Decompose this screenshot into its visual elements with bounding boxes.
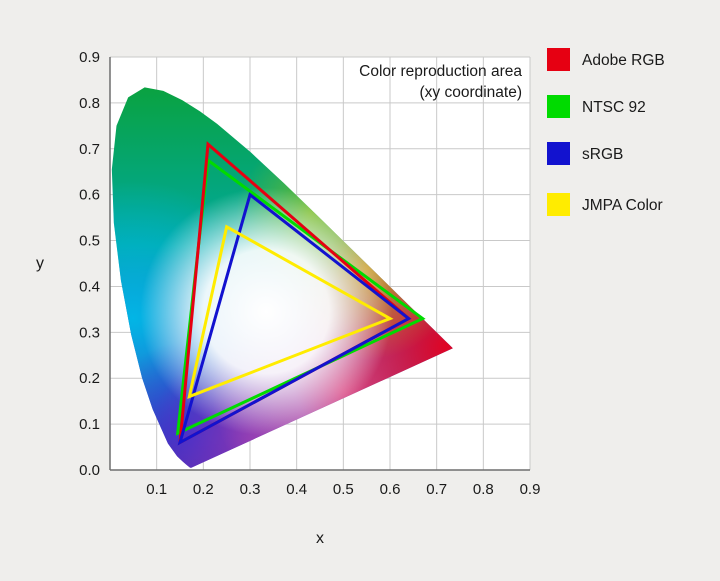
legend-label-ntsc-92: NTSC 92 <box>582 99 646 116</box>
y-tick-label: 0.1 <box>79 416 100 433</box>
x-tick-label: 0.3 <box>240 481 261 498</box>
x-tick-label: 0.9 <box>520 481 541 498</box>
chart-subtitle: (xy coordinate) <box>419 84 522 101</box>
legend-item-ntsc-92: NTSC 92 <box>547 95 646 118</box>
legend-swatch-jmpa-color <box>547 193 570 216</box>
y-tick-label: 0.4 <box>79 278 100 295</box>
legend-item-adobe-rgb: Adobe RGB <box>547 48 665 71</box>
x-tick-label: 0.2 <box>193 481 214 498</box>
gamut-triangles <box>178 144 423 442</box>
y-tick-label: 0.6 <box>79 187 100 204</box>
legend-swatch-ntsc-92 <box>547 95 570 118</box>
x-tick-label: 0.1 <box>146 481 167 498</box>
chart-title: Color reproduction area <box>359 63 522 80</box>
y-tick-label: 0.9 <box>79 49 100 66</box>
y-axis-tick-labels: 0.0 0.1 0.2 0.3 0.4 0.5 0.6 0.7 0.8 0.9 <box>79 49 100 479</box>
y-tick-label: 0.0 <box>79 462 100 479</box>
chromaticity-space <box>0 57 605 543</box>
legend-swatch-srgb <box>547 142 570 165</box>
x-tick-label: 0.8 <box>473 481 494 498</box>
y-tick-label: 0.3 <box>79 324 100 341</box>
x-tick-label: 0.7 <box>426 481 447 498</box>
y-tick-label: 0.5 <box>79 233 100 250</box>
legend-label-adobe-rgb: Adobe RGB <box>582 52 665 69</box>
legend-swatch-adobe-rgb <box>547 48 570 71</box>
x-tick-label: 0.4 <box>286 481 307 498</box>
y-axis-title: y <box>36 255 44 272</box>
gamut-triangle-srgb <box>180 195 409 443</box>
legend-label-jmpa-color: JMPA Color <box>582 197 663 214</box>
legend: Adobe RGB NTSC 92 sRGB JMPA Color <box>547 48 665 216</box>
x-axis-tick-labels: 0.1 0.2 0.3 0.4 0.5 0.6 0.7 0.8 0.9 <box>146 481 540 498</box>
x-axis-title: x <box>316 530 324 547</box>
y-tick-label: 0.2 <box>79 370 100 387</box>
gamut-triangle-jmpa-color <box>189 227 390 397</box>
y-tick-label: 0.7 <box>79 141 100 158</box>
legend-label-srgb: sRGB <box>582 146 623 163</box>
x-tick-label: 0.5 <box>333 481 354 498</box>
legend-item-jmpa-color: JMPA Color <box>547 193 663 216</box>
x-tick-label: 0.6 <box>380 481 401 498</box>
y-tick-label: 0.8 <box>79 95 100 112</box>
legend-item-srgb: sRGB <box>547 142 623 165</box>
